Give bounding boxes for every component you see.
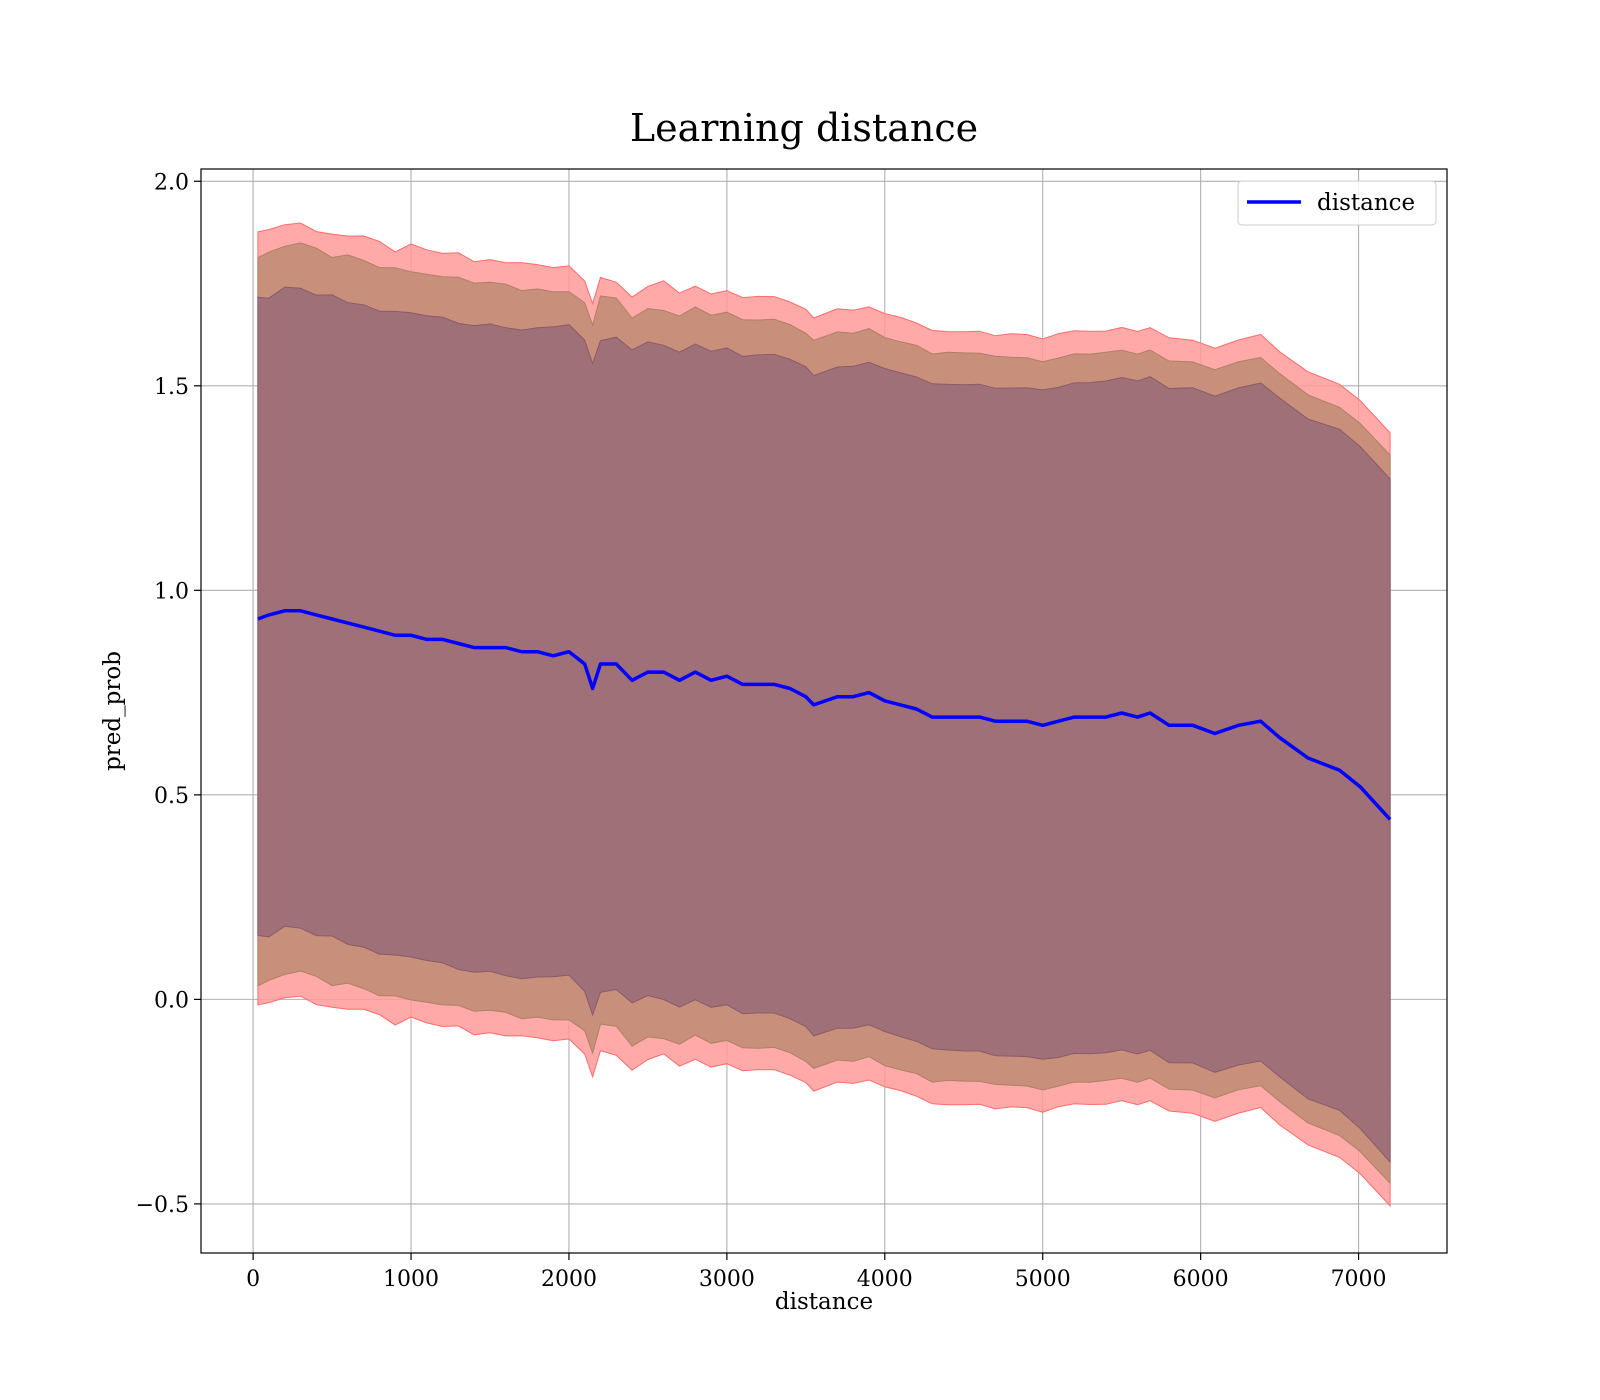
y-tick-label: 0.5 [154,784,189,809]
y-tick-label: −0.5 [136,1193,189,1218]
x-tick-label: 7000 [1331,1267,1387,1292]
x-tick-label: 1000 [383,1267,439,1292]
x-axis-label: distance [775,1289,873,1315]
axis-ticks: 0 1000 2000 3000 4000 5000 6000 7000 −0.5 0.0 0.5 1… [136,170,1387,1292]
x-tick-label: 0 [246,1267,260,1292]
x-tick-label: 2000 [541,1267,597,1292]
series-lines [257,609,1392,821]
band-inner [257,286,1391,1164]
legend-label-distance: distance [1317,190,1415,216]
y-tick-label: 1.0 [154,579,189,604]
x-tick-label: 6000 [1173,1267,1229,1292]
x-tick-label: 4000 [857,1267,913,1292]
x-tick-label: 5000 [1015,1267,1071,1292]
legend-box [1237,180,1437,226]
x-tick-label: 3000 [699,1267,755,1292]
plot-frame [200,168,1448,1254]
series-line-distance [257,609,1392,821]
y-tick-label: 2.0 [154,170,189,195]
y-axis-label: pred_prob [100,651,126,771]
y-tick-label: 0.0 [154,988,189,1013]
legend: distance [1237,180,1437,226]
y-tick-label: 1.5 [154,375,189,400]
confidence-bands [257,222,1391,1208]
chart-title: Learning distance [630,106,978,150]
